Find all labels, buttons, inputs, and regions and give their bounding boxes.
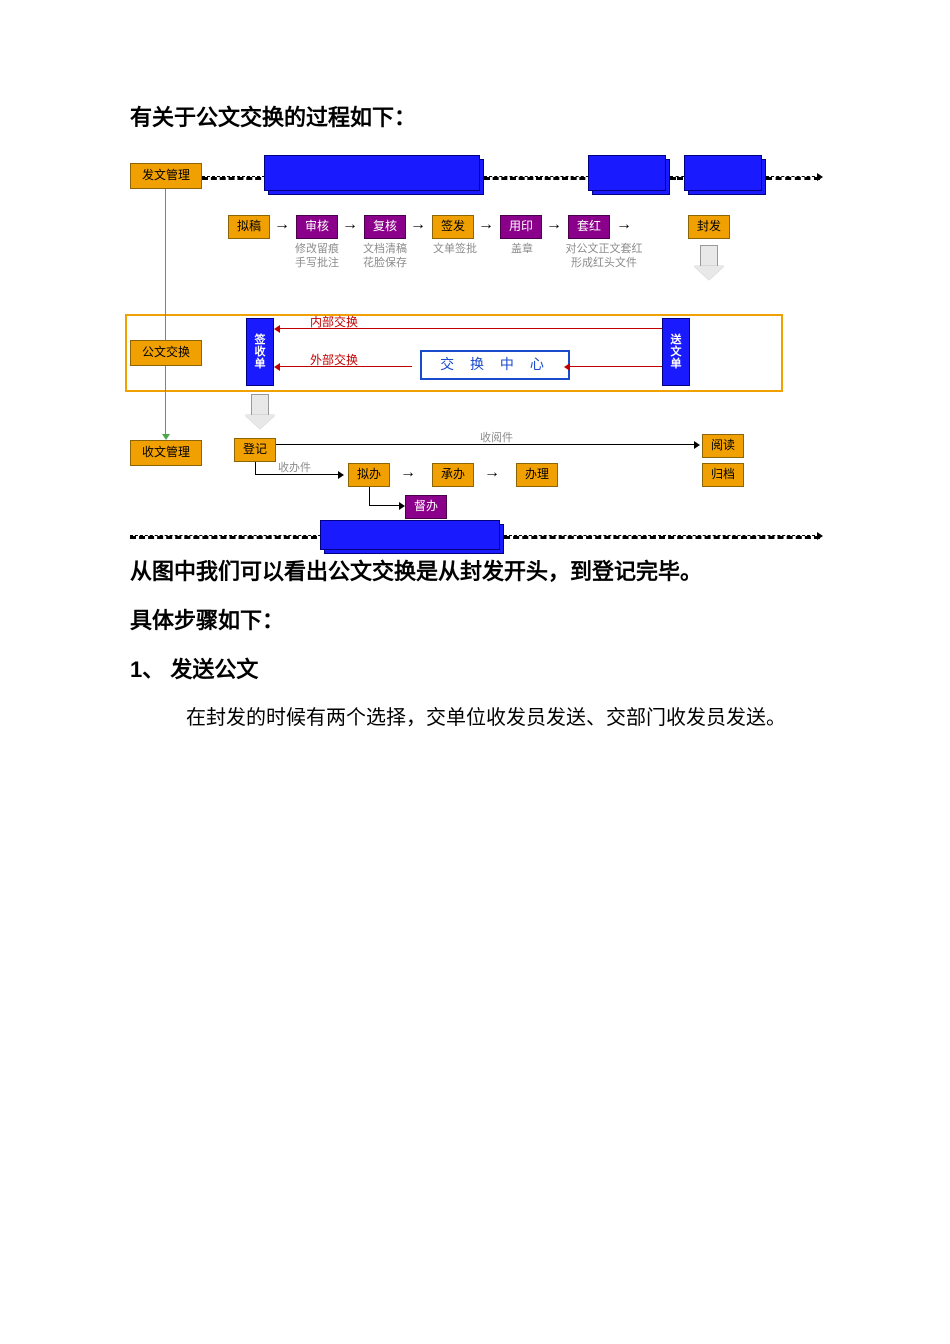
box-taohong-muban: 套红模板 <box>588 155 666 191</box>
box-chengban: 承办 <box>432 463 474 487</box>
item-num: 1、 <box>130 657 164 682</box>
page-title: 有关于公文交换的过程如下： <box>130 100 820 132</box>
note-fuhe: 文档清稿 花脸保存 <box>356 242 414 271</box>
box-qianfa: 签发 <box>432 215 474 239</box>
body-item-1: 1、 发送公文 <box>130 652 820 687</box>
process-diagram: 发文管理 公文交换 收文管理 发文单 + 公文正文（WORD） 套红模板 稿纸模… <box>130 150 820 540</box>
body-text-section: 从图中我们可以看出公文交换是从封发开头，到登记完毕。 具体步骤如下： 1、 发送… <box>130 554 820 734</box>
label-waibu: 外部交换 <box>310 351 358 368</box>
body-item-body: 在封发的时候有两个选择，交单位收发员发送、交部门收发员发送。 <box>186 702 820 734</box>
left-vline-1 <box>165 189 166 340</box>
big-arrow-qianshou-down <box>245 394 275 429</box>
box-fawen-guanli: 发文管理 <box>130 163 202 189</box>
box-shenhe: 审核 <box>296 215 338 239</box>
bottom-dotted-left <box>130 535 326 539</box>
arrow-1: → <box>274 216 290 234</box>
box-dengji: 登记 <box>234 438 276 462</box>
label-shouyue: 收阅件 <box>480 431 513 445</box>
box-guidang: 归档 <box>702 463 744 487</box>
arrow-5: → <box>546 216 562 234</box>
box-shouwen-guanli: 收文管理 <box>130 440 202 466</box>
arrow-r4-1: → <box>400 464 416 482</box>
box-nigao: 拟稿 <box>228 215 270 239</box>
box-duban: 督办 <box>405 495 447 519</box>
box-songwen: 送 文 单 <box>662 318 690 386</box>
arrow-r4-2: → <box>484 464 500 482</box>
note-qianfa: 文单签批 <box>426 242 484 256</box>
box-taohong: 套红 <box>568 215 610 239</box>
top-dotted-line-4 <box>766 176 820 180</box>
box-banli: 办理 <box>516 463 558 487</box>
box-gaozhi-muban: 稿纸模板 <box>684 155 762 191</box>
box-qianshou: 签 收 单 <box>246 318 274 386</box>
big-arrow-fengfa-down <box>694 245 724 280</box>
box-gongwen-jiaohuan: 公文交换 <box>130 340 202 366</box>
body-p1: 从图中我们可以看出公文交换是从封发开头，到登记完毕。 <box>130 554 820 589</box>
waibu-line-right <box>570 366 662 367</box>
box-fuhe: 复核 <box>364 215 406 239</box>
dengji-down <box>255 462 256 474</box>
box-yuedu: 阅读 <box>702 434 744 458</box>
arrow-6: → <box>616 216 632 234</box>
top-dotted-line-1 <box>202 176 270 180</box>
niban-to-duban <box>369 505 399 506</box>
arrow-3: → <box>410 216 426 234</box>
left-vline-2 <box>165 366 166 434</box>
box-yongyin: 用印 <box>500 215 542 239</box>
note-taohong: 对公文正文套红 形成红头文件 <box>554 242 654 271</box>
bottom-dotted-right <box>504 535 820 539</box>
box-exchange-center: 交 换 中 心 <box>420 350 570 380</box>
box-fawendan-word: 发文单 + 公文正文（WORD） <box>264 155 480 191</box>
label-neibu: 内部交换 <box>310 313 358 330</box>
top-dotted-line-2 <box>484 176 594 180</box>
arrow-4: → <box>478 216 494 234</box>
note-yongyin: 盖章 <box>502 242 542 256</box>
note-shenhe: 修改留痕 手写批注 <box>288 242 346 271</box>
box-fengfa: 封发 <box>688 215 730 239</box>
item-title: 发送公文 <box>170 657 258 682</box>
label-shouban: 收办件 <box>278 461 311 475</box>
box-niban: 拟办 <box>348 463 390 487</box>
arrow-2: → <box>342 216 358 234</box>
niban-down <box>369 487 370 505</box>
body-p2: 具体步骤如下： <box>130 603 820 638</box>
box-shouwendan: 收文单 + 红头文件 <box>320 520 500 550</box>
